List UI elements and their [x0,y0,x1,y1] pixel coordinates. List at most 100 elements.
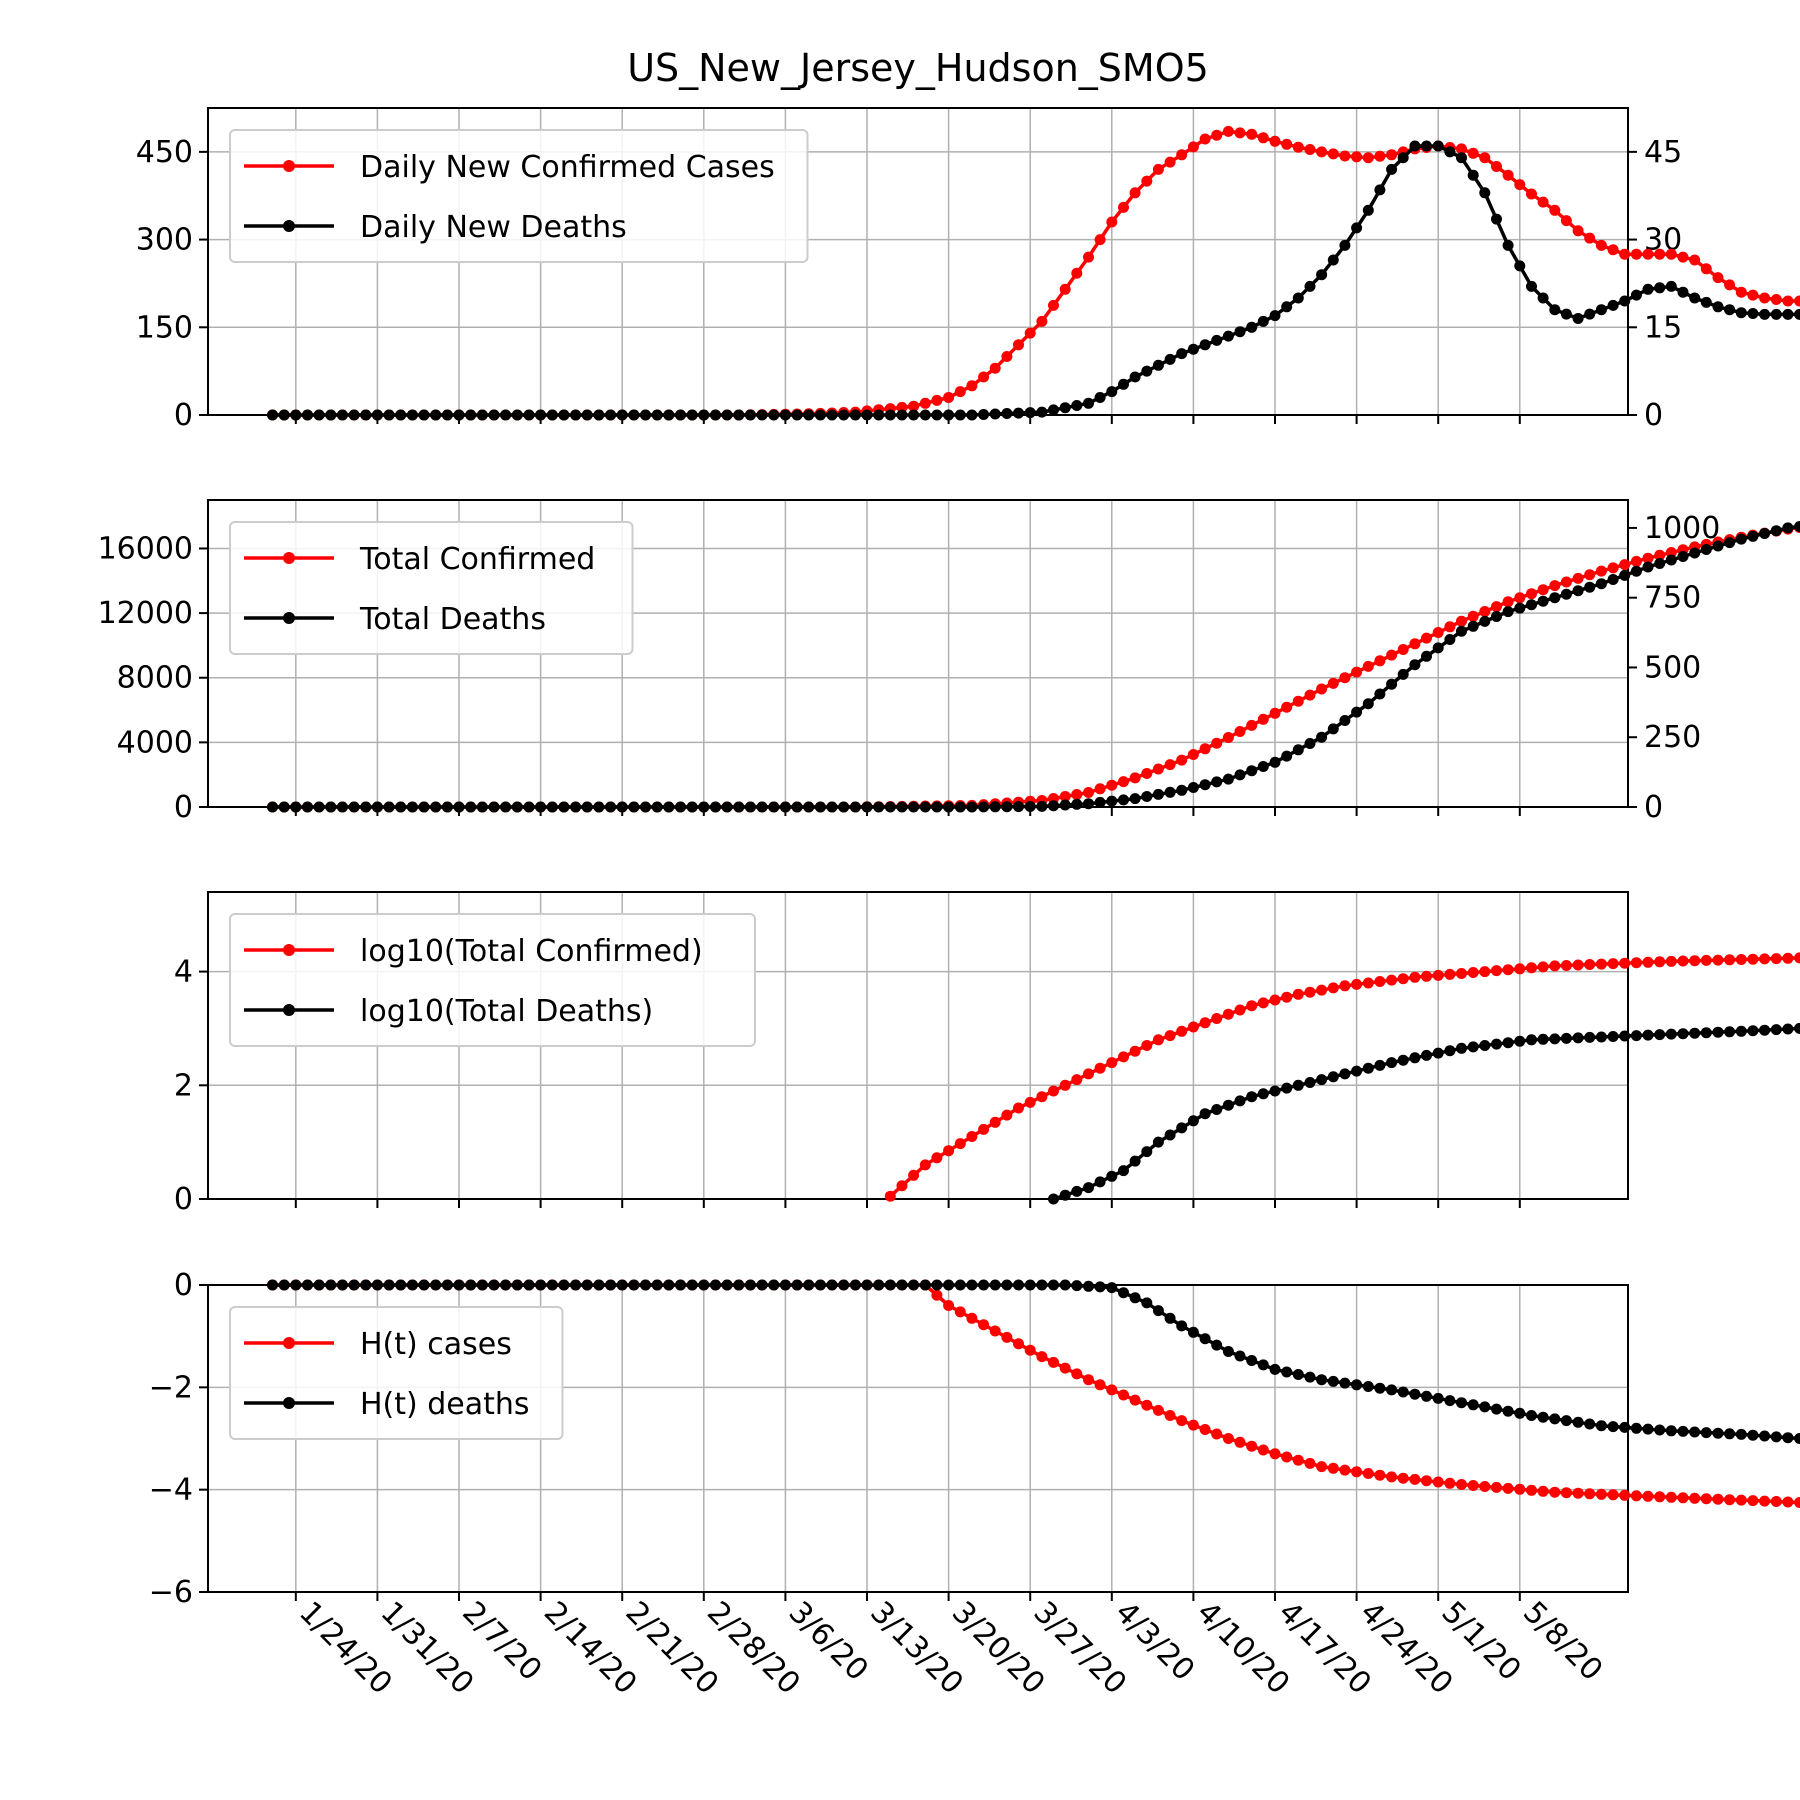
data-point [395,409,407,421]
data-point [1222,1433,1234,1444]
data-point [1362,977,1374,989]
data-point [1700,1027,1712,1039]
data-point [616,409,628,421]
data-point [814,801,826,813]
data-point [943,392,955,403]
data-point [1794,308,1800,320]
data-point [1059,1279,1071,1291]
data-point [1386,1057,1398,1069]
data-point [978,371,990,383]
data-point [1537,961,1549,973]
data-point [1351,1466,1363,1478]
data-point [721,801,733,813]
data-point [1048,1279,1059,1291]
data-point [1257,1088,1269,1100]
data-point [1327,982,1339,994]
data-point [546,1279,558,1291]
data-point [1211,129,1223,141]
data-point [1397,1054,1409,1066]
data-point [1700,1427,1712,1439]
data-point [1677,286,1689,298]
data-point [1712,954,1724,966]
data-point [1281,1082,1293,1094]
data-point [1491,1038,1502,1050]
data-point [1432,140,1444,152]
data-point [1770,308,1782,320]
data-point [931,1279,943,1291]
data-point [1782,1496,1794,1508]
data-point [406,801,418,813]
data-point [1502,1037,1514,1049]
data-point [1584,959,1596,970]
data-point [1141,768,1153,779]
data-point [1479,152,1491,164]
data-point [791,801,803,813]
data-point [1152,163,1164,175]
data-point [1246,1355,1258,1366]
data-point [1164,156,1176,168]
data-point [1246,1000,1258,1012]
data-point [838,801,850,813]
data-point [605,801,617,813]
data-point [1537,595,1549,607]
data-point [1421,970,1432,982]
data-point [663,409,675,421]
data-point [1118,1165,1129,1177]
data-point [1572,1032,1584,1044]
data-point [1642,561,1654,573]
data-point [908,1279,920,1291]
data-point [1595,1031,1607,1043]
data-point [1176,1025,1188,1037]
data-point [1549,1486,1561,1498]
data-point [1689,1426,1701,1438]
data-point [1409,1052,1421,1064]
data-point [1013,801,1024,813]
data-point [1094,392,1106,403]
data-point [1106,386,1118,398]
data-point [1118,776,1129,788]
right-y-tick-label: 15 [1644,310,1682,345]
data-point [1351,666,1363,678]
data-point [605,409,617,421]
data-point [1036,1279,1048,1291]
data-point [1374,688,1386,700]
data-point [1782,1432,1794,1444]
data-point [954,386,966,398]
data-point [1444,146,1456,158]
data-point [849,409,861,421]
data-point [1316,269,1328,281]
data-point [1059,791,1071,802]
data-point [1304,986,1316,998]
data-point [1724,537,1736,549]
data-point [1607,299,1619,311]
data-point [1199,1424,1211,1435]
data-point [989,801,1001,813]
data-point [978,409,990,420]
data-point [791,409,803,421]
data-point [1514,179,1526,191]
data-point [476,801,488,813]
data-point [1794,295,1800,307]
data-point [1036,800,1048,812]
data-point [1187,1115,1199,1127]
data-point [908,409,920,421]
data-point [1549,960,1561,972]
data-point [1491,161,1502,172]
data-point [814,409,826,421]
data-point [1339,1464,1351,1476]
data-point [1129,187,1141,199]
data-point [1386,678,1398,690]
legend-label: log10(Total Confirmed) [360,934,703,969]
data-point [1222,330,1234,342]
data-point [383,1279,395,1291]
data-point [290,409,302,421]
y-tick-label: −6 [149,1575,193,1610]
data-point [1234,1350,1246,1362]
data-point [1560,1415,1572,1427]
data-point [931,1289,943,1301]
data-point [1187,141,1199,153]
data-point [1129,1045,1141,1057]
data-point [744,1279,756,1291]
data-point [1362,152,1374,164]
data-point [861,1279,873,1291]
